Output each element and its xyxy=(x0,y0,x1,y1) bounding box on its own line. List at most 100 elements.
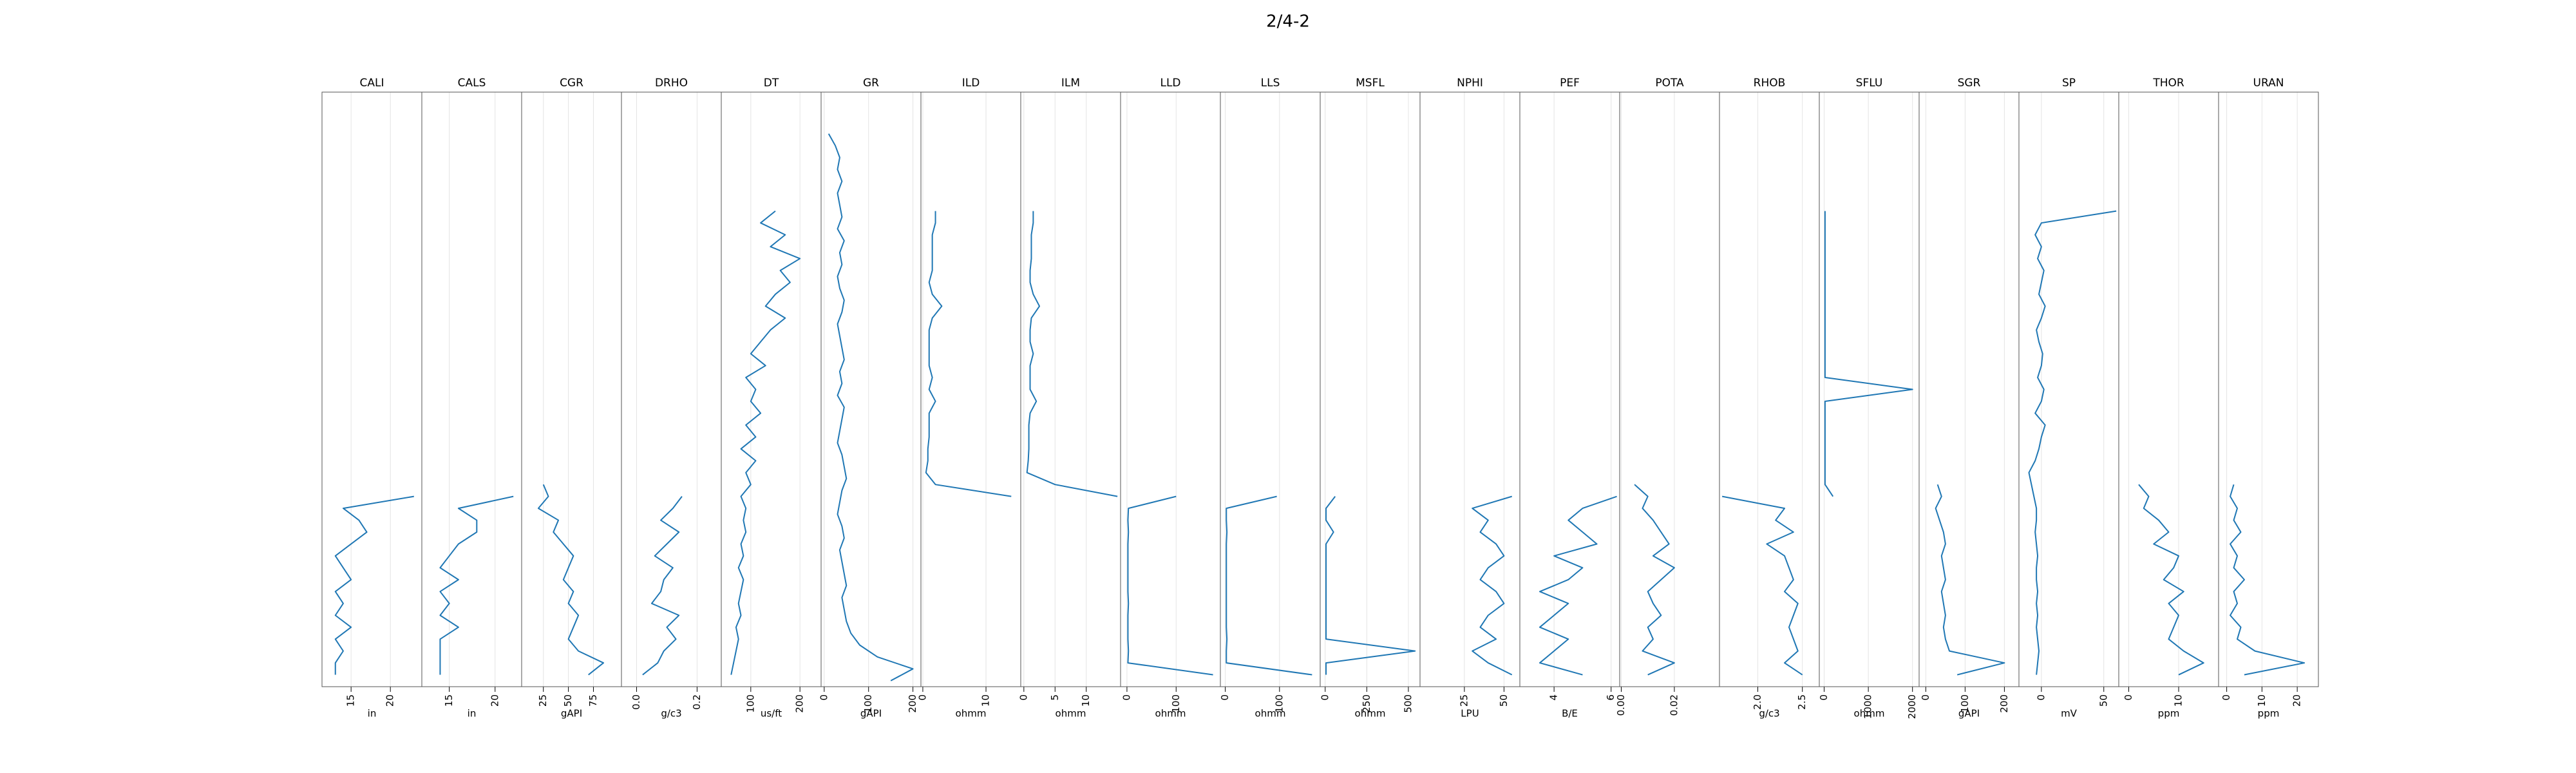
x-tick-label: 75 xyxy=(587,694,599,707)
track-title: CALS xyxy=(458,77,486,90)
x-tick-label: 25 xyxy=(1458,694,1470,707)
track-title: SFLU xyxy=(1856,77,1883,90)
log-curve xyxy=(537,484,605,676)
x-tick-label: 50 xyxy=(562,694,574,707)
axis-label: ohmm xyxy=(1255,708,1286,720)
x-tick-label: 0 xyxy=(818,694,829,701)
axis-label: ohmm xyxy=(1854,708,1885,720)
track-title: LLS xyxy=(1261,77,1280,90)
x-tick-label: 2.5 xyxy=(1796,694,1808,710)
x-tick-label: 4 xyxy=(1548,694,1560,701)
x-tick-label: 0 xyxy=(1319,694,1331,701)
track-title: CALI xyxy=(360,77,384,90)
x-tick-label: 1000 xyxy=(1862,694,1874,719)
x-tick-label: 6 xyxy=(1605,694,1616,701)
track-title: DRHO xyxy=(655,77,688,90)
x-tick-label: 0.0 xyxy=(630,694,642,710)
x-tick-label: 10 xyxy=(2173,694,2184,707)
log-curve xyxy=(925,211,1012,497)
track-title: THOR xyxy=(2152,77,2184,90)
log-curve xyxy=(1127,495,1213,676)
x-tick-label: 100 xyxy=(1273,694,1285,713)
track-title: LLD xyxy=(1160,77,1180,90)
log-curve xyxy=(1026,211,1118,497)
axis-label: gAPI xyxy=(860,708,882,720)
x-tick-label: 100 xyxy=(1959,694,1971,713)
log-curve xyxy=(439,495,514,675)
x-tick-label: 0 xyxy=(1219,694,1231,701)
x-tick-label: 200 xyxy=(907,694,918,713)
log-curve xyxy=(1824,211,1913,497)
axis-label: ppm xyxy=(2158,708,2180,720)
log-curve xyxy=(2138,484,2204,676)
track-title: SGR xyxy=(1958,77,1981,90)
axis-label: in xyxy=(468,708,477,720)
x-tick-label: 0 xyxy=(916,694,928,701)
x-tick-label: 10 xyxy=(1080,694,1092,707)
log-curve xyxy=(1634,484,1675,676)
track-title: MSFL xyxy=(1356,77,1385,90)
x-tick-label: 0 xyxy=(1818,694,1830,701)
log-curve xyxy=(828,133,914,682)
x-tick-label: 0 xyxy=(1018,694,1029,701)
x-tick-label: 100 xyxy=(1170,694,1182,713)
x-tick-label: 100 xyxy=(744,694,756,713)
track-title: SP xyxy=(2062,77,2076,90)
x-tick-label: 0 xyxy=(2221,694,2232,701)
axis-label: B/E xyxy=(1562,708,1578,720)
x-tick-label: 0.2 xyxy=(691,694,703,710)
x-tick-label: 0.02 xyxy=(1668,694,1680,716)
axis-label: ppm xyxy=(2258,708,2280,720)
track-title: DT xyxy=(764,77,779,90)
track-frame xyxy=(2218,91,2319,687)
log-curve xyxy=(334,495,414,675)
x-tick-label: 200 xyxy=(1998,694,2010,713)
axis-label: ohmm xyxy=(1355,708,1386,720)
x-tick-label: 0 xyxy=(2123,694,2134,701)
x-tick-label: 0 xyxy=(1920,694,1931,701)
x-tick-label: 100 xyxy=(862,694,874,713)
log-curve xyxy=(1325,496,1416,675)
x-tick-label: 10 xyxy=(980,694,992,707)
track-title: CGR xyxy=(560,77,583,90)
x-tick-label: 50 xyxy=(2098,694,2109,707)
log-curve xyxy=(1721,495,1803,676)
x-tick-label: 25 xyxy=(537,694,549,707)
x-tick-label: 20 xyxy=(384,694,396,707)
axis-label: ohmm xyxy=(1056,708,1086,720)
x-tick-label: 200 xyxy=(794,694,806,713)
axis-label: ohmm xyxy=(956,708,987,720)
x-tick-label: 20 xyxy=(489,694,500,707)
track-title: ILM xyxy=(1061,77,1080,90)
axis-label: g/c3 xyxy=(1759,708,1779,720)
axis-label: in xyxy=(368,708,377,720)
axis-label: mV xyxy=(2061,708,2078,720)
log-curve xyxy=(1539,495,1617,676)
x-tick-label: 15 xyxy=(443,694,455,707)
axis-label: us/ft xyxy=(761,708,782,720)
track-title: NPHI xyxy=(1457,77,1483,90)
log-curve xyxy=(1472,495,1513,676)
track-title: RHOB xyxy=(1754,77,1786,90)
log-curve xyxy=(1935,484,2005,676)
track-title: ILD xyxy=(962,77,980,90)
x-tick-label: 2.0 xyxy=(1752,694,1763,710)
figure-title: 2/4-2 xyxy=(1266,12,1310,32)
log-curve xyxy=(2230,484,2306,676)
log-curve xyxy=(730,210,801,675)
axis-label: LPU xyxy=(1461,708,1479,720)
x-tick-label: 5 xyxy=(1049,694,1061,701)
x-tick-label: 500 xyxy=(1402,694,1414,713)
log-curve xyxy=(2028,210,2117,675)
axis-label: g/c3 xyxy=(661,708,681,720)
x-tick-label: 0 xyxy=(2035,694,2047,701)
log-curve xyxy=(642,496,683,676)
x-tick-label: 0 xyxy=(1121,694,1132,701)
x-tick-label: 20 xyxy=(2291,694,2303,707)
axis-label: ohmm xyxy=(1155,708,1186,720)
x-tick-label: 250 xyxy=(1361,694,1372,713)
axis-label: gAPI xyxy=(561,708,582,720)
track-title: POTA xyxy=(1655,77,1684,90)
